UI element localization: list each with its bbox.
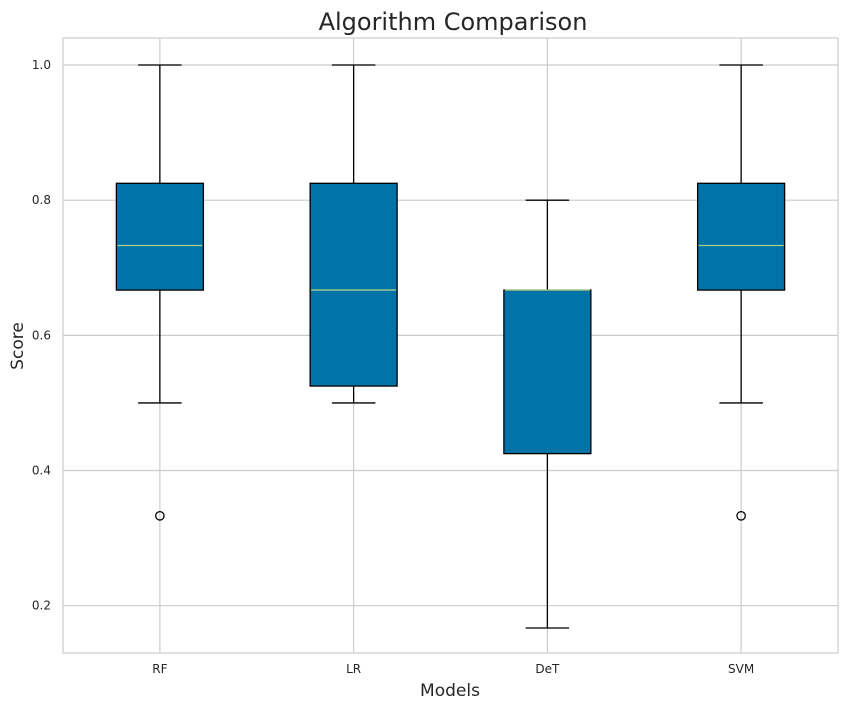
- y-ticks: 0.2 0.4 0.6 0.8 1.0: [32, 58, 51, 613]
- y-tick-label: 0.8: [32, 193, 51, 207]
- x-ticks: RF LR DeT SVM: [152, 662, 754, 676]
- outlier-point: [736, 510, 746, 521]
- x-tick-label: RF: [152, 662, 167, 676]
- box-svm: [696, 64, 786, 521]
- box-lr: [309, 64, 398, 404]
- iqr-box: [696, 182, 786, 291]
- iqr-box: [115, 182, 205, 291]
- chart-title: Algorithm Comparison: [319, 8, 588, 36]
- box-det: [503, 199, 592, 629]
- x-tick-label: LR: [346, 662, 361, 676]
- x-tick-label: DeT: [535, 662, 560, 676]
- x-tick-label: SVM: [728, 662, 754, 676]
- boxes: [115, 64, 786, 629]
- x-axis-label: Models: [420, 681, 480, 701]
- box-rf: [115, 64, 205, 521]
- plot-frame: [62, 37, 839, 654]
- y-tick-label: 1.0: [32, 58, 51, 72]
- y-tick-label: 0.4: [32, 464, 51, 478]
- grid-lines: [63, 38, 838, 653]
- y-tick-label: 0.2: [32, 599, 51, 613]
- y-tick-label: 0.6: [32, 328, 51, 342]
- iqr-box: [309, 182, 398, 387]
- y-axis-label: Score: [8, 322, 28, 370]
- iqr-box: [503, 289, 592, 455]
- outlier-point: [155, 510, 165, 521]
